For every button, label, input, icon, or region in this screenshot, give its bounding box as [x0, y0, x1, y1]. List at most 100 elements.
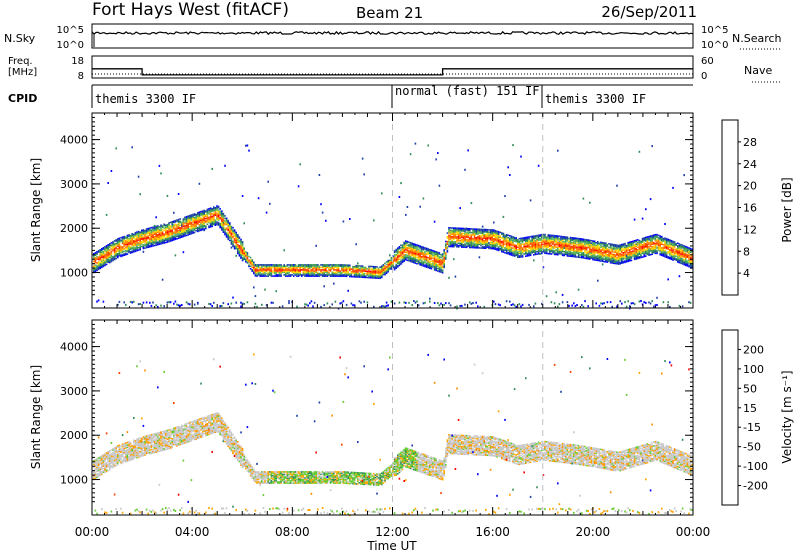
power-cell	[267, 265, 269, 267]
power-cell	[230, 234, 233, 237]
power-cell	[376, 274, 378, 277]
power-cell	[208, 209, 210, 211]
power-cell	[190, 232, 193, 235]
power-cell	[112, 256, 114, 258]
power-cell	[331, 274, 333, 276]
power-cell	[145, 228, 148, 230]
power-cell	[601, 241, 604, 244]
power-cell	[461, 241, 463, 243]
power-cell	[267, 275, 269, 277]
power-cell	[469, 241, 471, 244]
power-cell	[592, 247, 594, 250]
power-cell	[528, 253, 530, 256]
power-cell	[651, 241, 653, 243]
power-cell	[115, 254, 117, 256]
power-cell	[235, 244, 237, 246]
power-cell	[563, 243, 565, 246]
power-cell	[321, 275, 324, 277]
power-cell	[409, 255, 412, 258]
power-cell	[222, 226, 225, 228]
power-cell	[597, 257, 599, 259]
power-cell	[365, 270, 367, 272]
power-cell	[569, 240, 572, 243]
power-cell	[152, 232, 154, 235]
power-cell	[661, 248, 663, 250]
power-cell	[414, 244, 417, 247]
power-cell	[576, 248, 578, 251]
power-cell	[573, 244, 575, 247]
power-cell	[646, 253, 649, 256]
power-cell	[304, 274, 306, 276]
power-cell	[253, 262, 255, 265]
power-cell	[598, 259, 601, 262]
power-cell	[649, 245, 652, 247]
power-cell	[221, 217, 223, 220]
power-cell	[544, 238, 546, 241]
power-cell	[416, 252, 418, 255]
power-cell	[462, 232, 465, 235]
power-cell	[662, 252, 665, 255]
power-cell	[373, 267, 375, 269]
power-cell	[102, 264, 105, 266]
power-cell	[539, 245, 541, 247]
power-cell	[126, 239, 129, 242]
power-cell	[475, 244, 477, 247]
power-cell	[361, 276, 364, 278]
power-cell	[601, 255, 604, 258]
power-cell	[646, 244, 649, 247]
power-cell	[680, 247, 682, 250]
power-cell	[518, 244, 521, 246]
power-ground	[414, 301, 417, 304]
power-cell	[425, 263, 428, 266]
power-ground	[576, 304, 578, 306]
power-cell	[678, 245, 681, 248]
power-ground	[305, 303, 308, 306]
power-cell	[309, 267, 311, 270]
power-cell	[169, 231, 172, 234]
power-cell	[595, 255, 597, 258]
power-cell	[371, 270, 373, 273]
power-cell	[374, 271, 377, 273]
power-cell	[637, 254, 639, 256]
power-cell	[275, 265, 277, 267]
power-ground	[169, 301, 172, 304]
power-cell	[683, 248, 685, 251]
power-ground	[310, 300, 313, 303]
power-speck	[347, 289, 349, 292]
power-cell	[584, 254, 586, 257]
power-cell	[349, 274, 351, 276]
power-cell	[590, 242, 593, 244]
power-cell	[493, 230, 495, 233]
power-cell	[237, 251, 239, 253]
power-cell	[536, 243, 538, 246]
power-speck	[555, 291, 557, 294]
power-cell	[424, 248, 426, 250]
power-cell	[177, 234, 180, 237]
power-cell	[118, 247, 121, 249]
power-cell	[614, 256, 617, 259]
power-cell	[507, 249, 509, 251]
power-cell	[313, 265, 316, 267]
power-cell	[312, 265, 314, 267]
power-cell	[617, 247, 620, 249]
power-cell	[302, 272, 305, 275]
power-cell	[273, 266, 276, 269]
power-cell	[505, 238, 508, 241]
power-cell	[101, 249, 103, 251]
power-cell	[181, 235, 183, 237]
power-cell	[277, 264, 279, 266]
noise-sky-line	[91, 30, 694, 36]
power-cell	[361, 274, 364, 276]
power-cell	[347, 270, 349, 273]
power-cell	[291, 265, 293, 267]
power-cell	[523, 249, 525, 252]
power-cell	[363, 275, 365, 277]
power-cell	[352, 272, 354, 274]
power-cell	[253, 266, 255, 269]
power-cell	[459, 243, 461, 246]
power-speck	[253, 286, 255, 289]
power-cell	[451, 233, 453, 235]
power-cell	[150, 241, 153, 244]
power-cell	[109, 244, 111, 246]
power-cell	[526, 236, 529, 239]
